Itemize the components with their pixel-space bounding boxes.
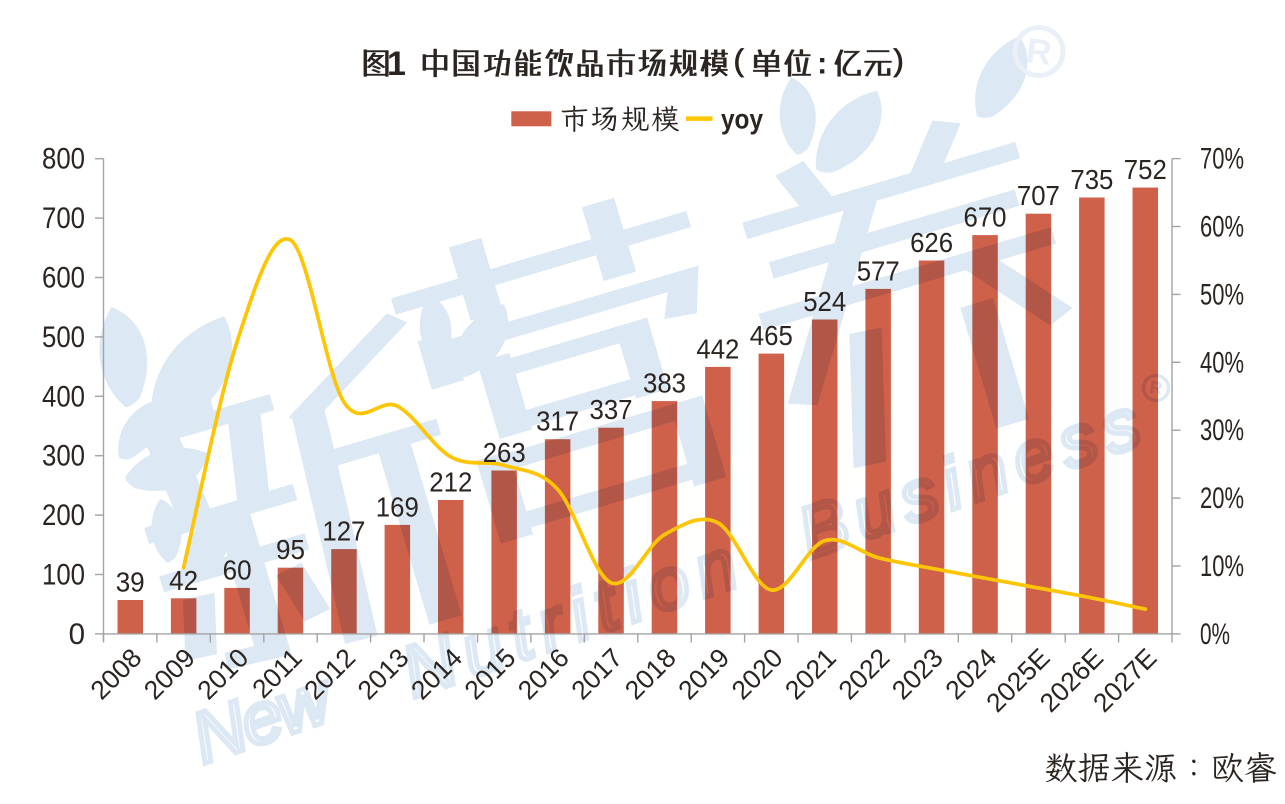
svg-text:263: 263 <box>483 437 526 468</box>
svg-text:95: 95 <box>276 534 305 565</box>
svg-text:383: 383 <box>643 368 686 399</box>
svg-text:700: 700 <box>42 202 85 235</box>
svg-text:400: 400 <box>42 380 85 413</box>
svg-text:R: R <box>1148 377 1163 398</box>
svg-text:169: 169 <box>376 491 419 522</box>
svg-text:R: R <box>1024 31 1054 73</box>
svg-text:465: 465 <box>750 320 793 351</box>
svg-text:10%: 10% <box>1200 550 1244 583</box>
svg-text:600: 600 <box>42 262 85 295</box>
svg-text:): ) <box>894 43 904 78</box>
svg-text:300: 300 <box>42 440 85 473</box>
svg-text:39: 39 <box>116 567 145 598</box>
svg-text:60: 60 <box>223 554 252 585</box>
svg-text:626: 626 <box>910 227 953 258</box>
svg-text:442: 442 <box>696 333 739 364</box>
svg-text:(: ( <box>734 43 745 78</box>
svg-text:317: 317 <box>536 406 579 437</box>
svg-text::: : <box>817 46 827 81</box>
svg-text:0%: 0% <box>1200 618 1230 651</box>
svg-text:40%: 40% <box>1200 346 1244 379</box>
svg-text:200: 200 <box>42 499 85 532</box>
svg-text:0: 0 <box>69 618 85 651</box>
svg-text:337: 337 <box>590 394 633 425</box>
svg-text:60%: 60% <box>1200 211 1244 244</box>
svg-text:212: 212 <box>429 467 472 498</box>
svg-text:20%: 20% <box>1200 482 1244 515</box>
svg-text:100: 100 <box>42 559 85 592</box>
svg-text:707: 707 <box>1017 180 1060 211</box>
svg-text:670: 670 <box>964 202 1007 233</box>
svg-text:yoy: yoy <box>721 103 764 134</box>
svg-text:577: 577 <box>857 255 900 286</box>
svg-text:800: 800 <box>42 143 85 176</box>
svg-text:1: 1 <box>387 45 406 83</box>
svg-text:70%: 70% <box>1200 143 1244 176</box>
svg-text:500: 500 <box>42 321 85 354</box>
svg-text:752: 752 <box>1124 154 1167 185</box>
svg-text:30%: 30% <box>1200 414 1244 447</box>
svg-text:50%: 50% <box>1200 278 1244 311</box>
svg-text:524: 524 <box>803 286 846 317</box>
svg-text:735: 735 <box>1070 164 1113 195</box>
svg-text:127: 127 <box>322 516 365 547</box>
svg-text:42: 42 <box>169 565 198 596</box>
